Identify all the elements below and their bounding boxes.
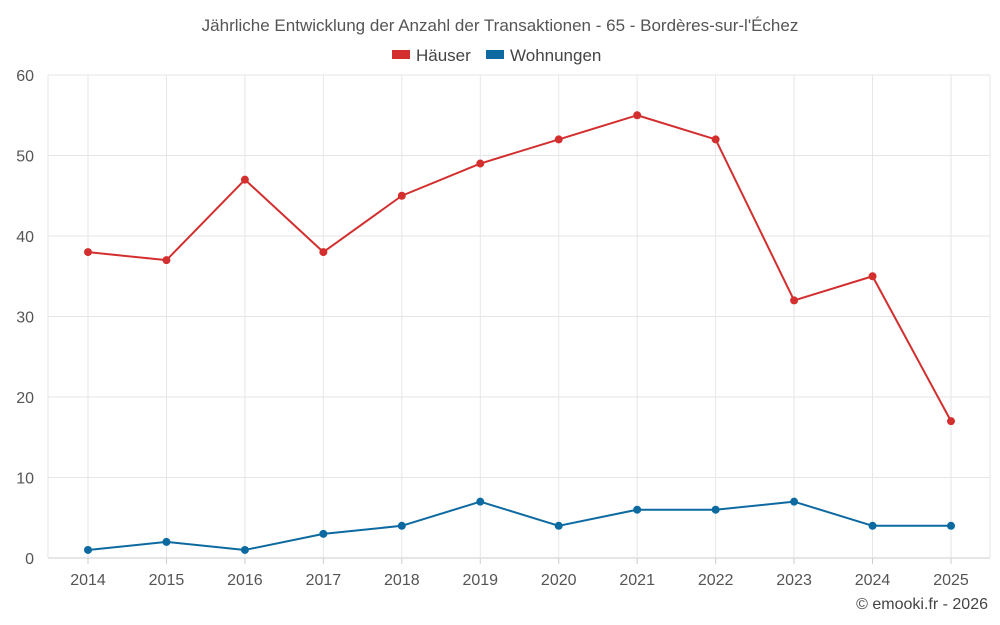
x-tick-label: 2016	[227, 572, 263, 589]
x-tick-label: 2020	[541, 572, 577, 589]
data-point-h-user-2019[interactable]	[476, 159, 485, 168]
data-point-wohnungen-2018[interactable]	[397, 521, 406, 530]
x-tick-label: 2023	[776, 572, 812, 589]
data-point-h-user-2017[interactable]	[319, 248, 328, 257]
legend: Häuser Wohnungen	[392, 46, 601, 65]
data-point-wohnungen-2014[interactable]	[84, 545, 92, 554]
credit-text: © emooki.fr - 2026	[856, 596, 988, 613]
y-tick-label: 60	[16, 68, 34, 85]
x-tick-label: 2018	[384, 572, 420, 589]
x-axis: 2014 2015 2016 2017 2018 2019 2020 2021 2022 2023…	[70, 558, 969, 589]
y-tick-label: 40	[16, 229, 34, 246]
chart-title: Jährliche Entwicklung der Anzahl der Tra…	[202, 16, 799, 35]
legend-label-wohnungen[interactable]: Wohnungen	[510, 46, 601, 65]
x-tick-label: 2019	[462, 572, 498, 589]
data-point-wohnungen-2022[interactable]	[711, 505, 720, 514]
legend-swatch-haeuser	[392, 50, 410, 59]
y-tick-label: 20	[16, 390, 34, 407]
series	[84, 111, 955, 554]
data-point-h-user-2018[interactable]	[397, 191, 406, 200]
data-point-wohnungen-2021[interactable]	[633, 505, 642, 514]
y-tick-label: 0	[25, 551, 34, 568]
y-tick-label: 50	[16, 149, 34, 166]
x-tick-label: 2015	[149, 572, 185, 589]
data-point-h-user-2022[interactable]	[711, 135, 720, 144]
x-tick-label: 2017	[306, 572, 342, 589]
x-tick-label: 2025	[933, 572, 969, 589]
data-point-h-user-2023[interactable]	[790, 296, 799, 305]
data-point-wohnungen-2015[interactable]	[162, 537, 171, 546]
series-line-wohnungen	[87, 500, 951, 551]
data-point-wohnungen-2023[interactable]	[790, 497, 799, 506]
data-point-wohnungen-2024[interactable]	[868, 521, 877, 530]
data-point-wohnungen-2019[interactable]	[476, 497, 485, 506]
data-point-h-user-2021[interactable]	[633, 111, 642, 120]
data-point-wohnungen-2020[interactable]	[554, 521, 563, 530]
x-tick-label: 2014	[70, 572, 106, 589]
x-tick-label: 2021	[619, 572, 655, 589]
legend-label-haeuser[interactable]: Häuser	[416, 46, 471, 65]
data-point-h-user-2015[interactable]	[162, 256, 171, 265]
x-tick-label: 2024	[855, 572, 891, 589]
y-tick-label: 30	[16, 310, 34, 327]
data-point-h-user-2016[interactable]	[240, 175, 249, 184]
y-tick-label: 10	[16, 471, 34, 488]
x-tick-label: 2022	[698, 572, 734, 589]
data-point-wohnungen-2017[interactable]	[319, 529, 328, 538]
data-point-wohnungen-2025[interactable]	[947, 521, 955, 530]
data-point-wohnungen-2016[interactable]	[240, 545, 249, 554]
data-point-h-user-2014[interactable]	[84, 248, 92, 257]
data-point-h-user-2020[interactable]	[554, 135, 563, 144]
y-axis: 0 10 20 30 40 50 60	[16, 68, 34, 568]
gridlines	[47, 74, 991, 559]
data-point-h-user-2025[interactable]	[947, 417, 955, 426]
series-line-h-user	[87, 114, 952, 422]
legend-swatch-wohnungen	[486, 50, 504, 59]
data-point-h-user-2024[interactable]	[868, 272, 877, 281]
